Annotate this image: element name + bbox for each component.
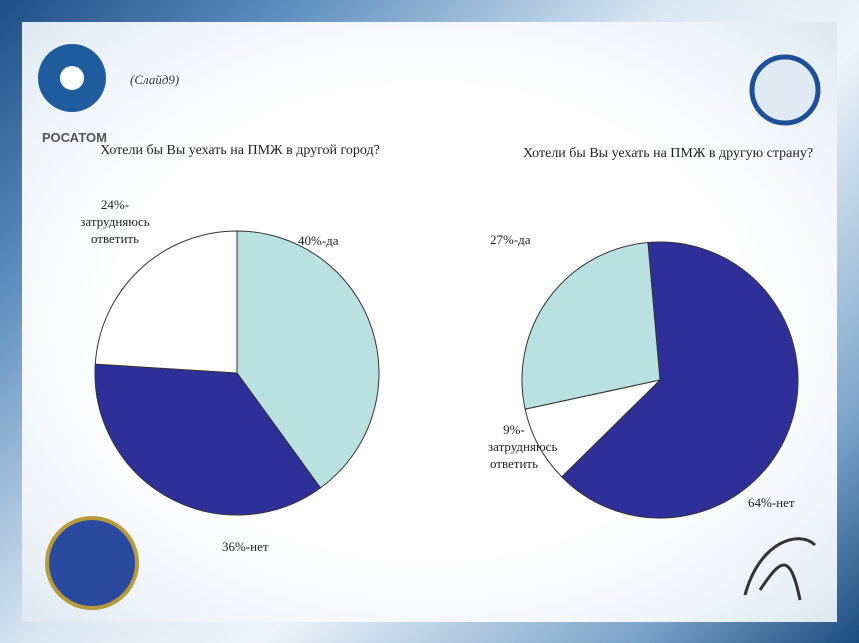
- chart-title: Хотели бы Вы уехать на ПМЖ в другую стра…: [522, 146, 814, 161]
- slice-label: 24%-затрудняюсь ответить: [80, 197, 150, 246]
- pie-slice: [521, 241, 661, 410]
- logo-rosatom-core: [60, 66, 84, 90]
- slice-label: 27%-да: [490, 232, 531, 247]
- slice-label: 64%-нет: [748, 495, 795, 510]
- pie-slice: [561, 241, 799, 519]
- chart-title: Хотели бы Вы уехать на ПМЖ в другой горо…: [100, 143, 380, 158]
- logo-signature: [743, 537, 817, 601]
- logo-city: [749, 54, 821, 126]
- pie-slice: [94, 230, 238, 374]
- pie-slice: [94, 363, 322, 516]
- logo-text: РОСАТОМ: [42, 130, 107, 145]
- logo-emblem: [45, 516, 139, 610]
- pie-slice: [236, 230, 380, 489]
- slice-label: 9%-затрудняюсь ответить: [488, 422, 558, 471]
- slice-label: 36%-нет: [222, 539, 269, 554]
- slide-label: (Слайд9): [130, 72, 180, 87]
- slice-label: 40%-да: [298, 233, 339, 248]
